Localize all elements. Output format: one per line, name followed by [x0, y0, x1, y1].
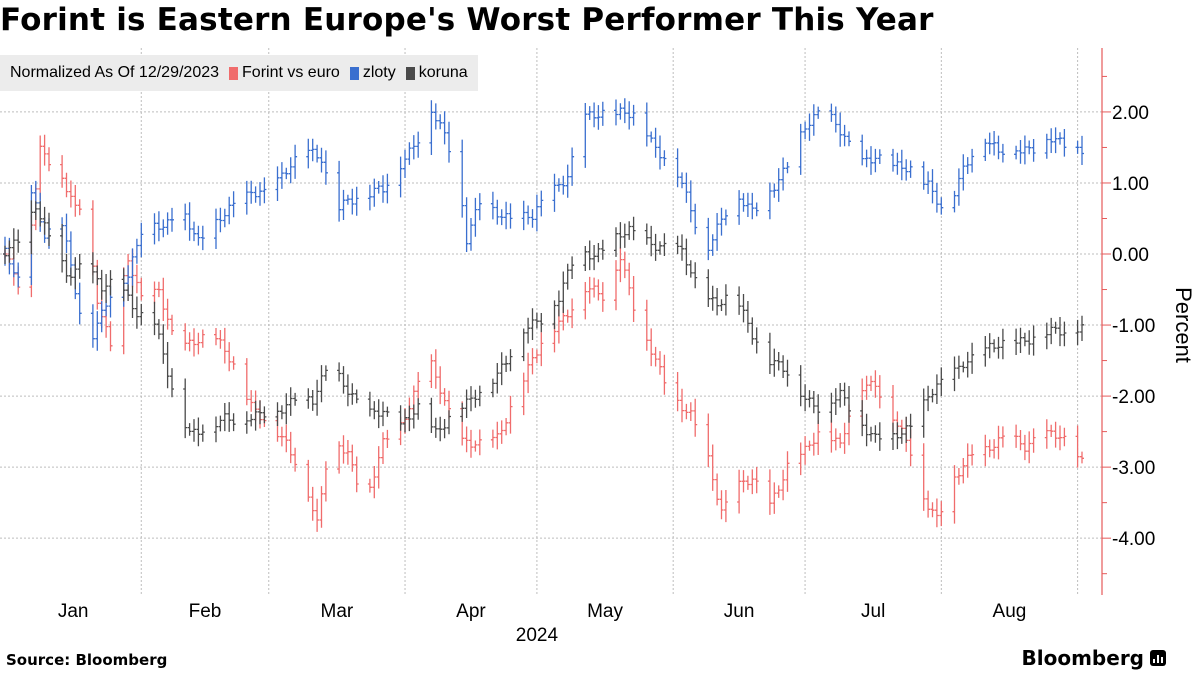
y-tick-label: -3.00 — [1112, 458, 1155, 479]
bloomberg-terminal-icon — [1150, 650, 1166, 666]
y-axis-title: Percent — [1171, 287, 1196, 363]
series-layer — [3, 98, 1084, 532]
bloomberg-logo: Bloomberg — [1022, 646, 1166, 670]
legend-swatch-forint — [229, 66, 239, 80]
x-tick-label: Apr — [456, 601, 486, 622]
x-tick-label: May — [587, 601, 623, 622]
legend-label-koruna: koruna — [418, 64, 468, 81]
series-koruna — [3, 200, 1084, 451]
legend-item-forint: Forint vs euro — [229, 64, 340, 82]
x-axis-year-label: 2024 — [516, 625, 559, 646]
legend-item-zloty: zloty — [349, 64, 396, 82]
y-tick-label: 0.00 — [1112, 245, 1149, 266]
series-bars-0 — [3, 134, 1084, 532]
legend-caption: Normalized As Of 12/29/2023 — [10, 64, 220, 81]
y-axis-ticks: 2.00 1.00 0.00 -1.00 -2.00 -3.00 -4.00 — [1102, 75, 1155, 575]
y-tick-label: 1.00 — [1112, 174, 1149, 195]
y-tick-label: -2.00 — [1112, 387, 1155, 408]
series-bars-2 — [3, 200, 1084, 451]
x-tick-label: Jan — [58, 601, 89, 622]
legend: Normalized As Of 12/29/2023 Forint vs eu… — [0, 55, 478, 91]
legend-label-forint: Forint vs euro — [242, 64, 340, 81]
chart-title: Forint is Eastern Europe's Worst Perform… — [0, 2, 934, 38]
x-axis-labels: Jan Feb Mar Apr May Jun Jul Aug — [58, 601, 1027, 622]
y-tick-label: -1.00 — [1112, 316, 1155, 337]
x-tick-label: Jul — [861, 601, 885, 622]
y-tick-label: -4.00 — [1112, 529, 1155, 550]
x-tick-label: Mar — [321, 601, 354, 622]
x-tick-label: Jun — [724, 601, 755, 622]
grid-lines — [0, 111, 1102, 539]
source-note: Source: Bloomberg — [6, 651, 168, 669]
legend-item-koruna: koruna — [405, 64, 468, 82]
series-bars-1 — [3, 98, 1084, 351]
legend-label-zloty: zloty — [362, 64, 396, 81]
x-tick-label: Aug — [993, 601, 1027, 622]
x-tick-label: Feb — [189, 601, 222, 622]
brand-wordmark: Bloomberg — [1021, 646, 1144, 670]
series-forint-vs-euro — [3, 134, 1084, 532]
y-tick-label: 2.00 — [1112, 103, 1149, 124]
legend-swatch-zloty — [349, 66, 359, 80]
series-zloty — [3, 98, 1084, 351]
legend-swatch-koruna — [405, 66, 415, 80]
